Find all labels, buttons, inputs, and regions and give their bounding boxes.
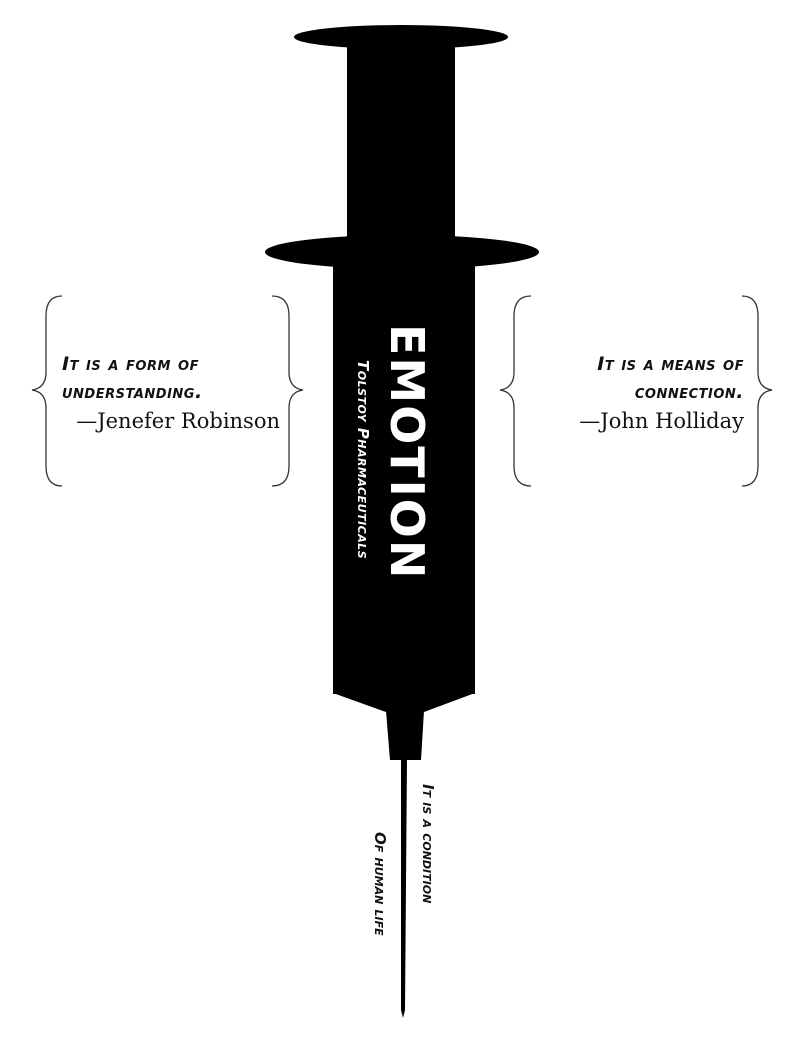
product-name-label: EMOTION <box>380 324 434 581</box>
quote-line: It is a form of <box>62 353 199 375</box>
quote-author: —Jenefer Robinson <box>76 409 280 433</box>
right-brace <box>741 295 773 487</box>
right-brace-opening <box>499 295 532 487</box>
manufacturer-label: Tolstoy Pharmaceuticals <box>354 360 372 560</box>
quote-line: connection. <box>634 381 744 403</box>
left-brace-closing <box>271 295 304 487</box>
quote-line: understanding. <box>62 381 203 403</box>
needle-hub <box>386 711 424 760</box>
needle-caption-line2: Of human life <box>371 832 389 936</box>
needle-caption-line1: It is a condition <box>419 784 437 904</box>
barrel <box>333 252 475 694</box>
plunger-rod <box>347 38 455 248</box>
left-brace <box>31 295 63 487</box>
quote-author: —John Holliday <box>579 409 744 433</box>
quote-holliday: It is a means of connection. —John Holli… <box>520 350 744 436</box>
quote-line: It is a means of <box>597 353 744 375</box>
barrel-tip <box>333 693 475 712</box>
quote-robinson: It is a form of understanding. —Jenefer … <box>62 350 280 436</box>
needle <box>401 758 407 1018</box>
